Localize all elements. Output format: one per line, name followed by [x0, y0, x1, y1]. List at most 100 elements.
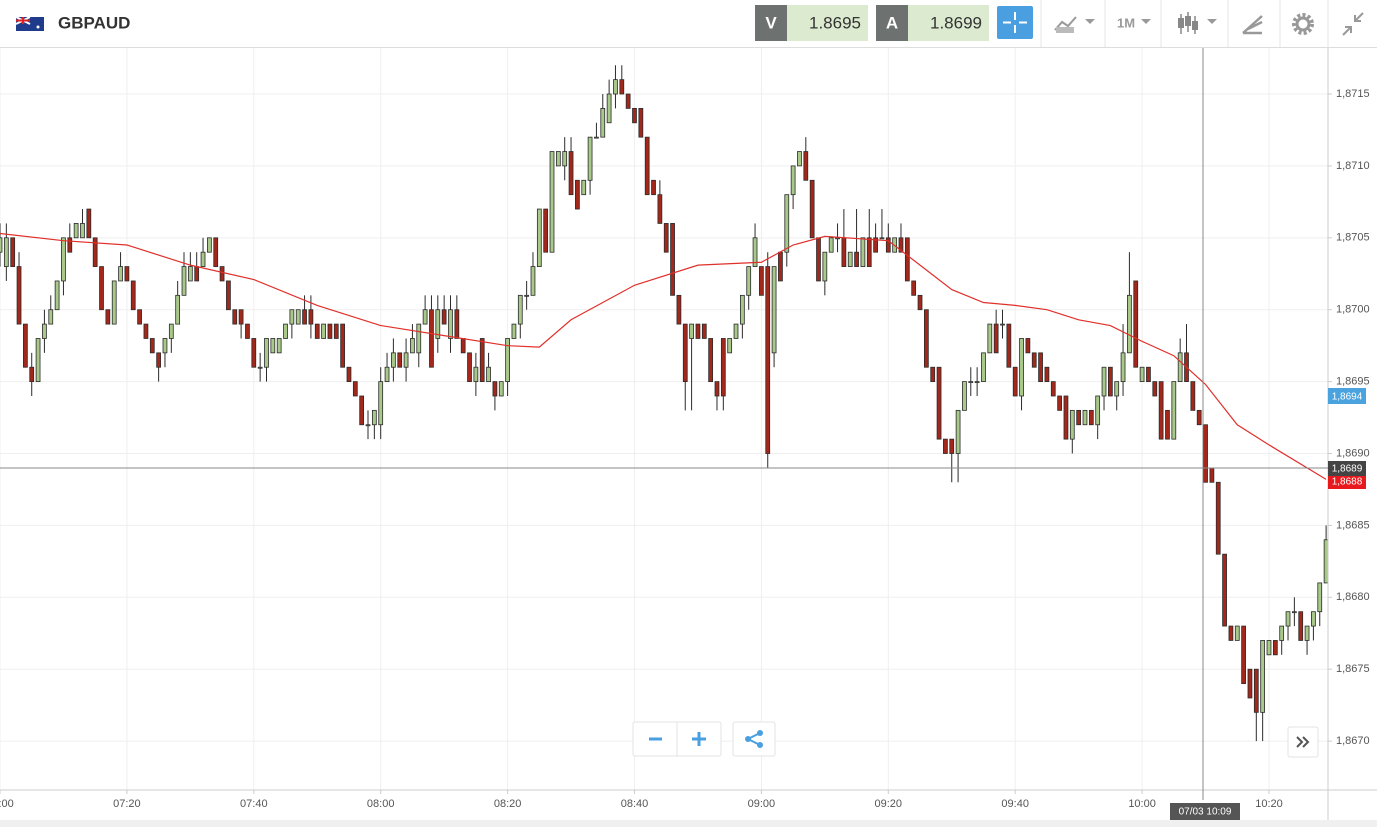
candle-body: [828, 237, 834, 253]
candle-body: [638, 107, 644, 138]
sell-button[interactable]: V 1.8695: [755, 5, 868, 41]
candle-body: [644, 136, 650, 196]
candle-body: [847, 251, 853, 267]
x-tick-label: 08:20: [494, 798, 522, 810]
y-tick-label: 1,8685: [1336, 519, 1370, 531]
share-button[interactable]: [732, 721, 776, 757]
candle-body: [124, 266, 130, 282]
zoom-in-button[interactable]: [692, 732, 706, 746]
candle-body: [708, 338, 714, 383]
candle-icon: [1192, 21, 1198, 30]
candle-body: [651, 179, 656, 196]
candle-body: [162, 338, 168, 354]
candle-body: [1165, 409, 1170, 440]
candle-body: [149, 338, 155, 354]
candle-body: [1120, 352, 1126, 383]
candle-body: [803, 151, 809, 181]
candle-body: [410, 338, 415, 354]
candle-body: [486, 366, 491, 383]
candle-body: [181, 266, 187, 296]
candle-body: [1114, 381, 1120, 397]
candle-body: [187, 266, 193, 282]
candle-body: [1292, 611, 1297, 614]
candle-body: [1082, 409, 1088, 426]
candle-body: [314, 323, 320, 339]
scroll-to-end-button[interactable]: [1287, 726, 1319, 758]
candle-body: [575, 179, 580, 210]
collapse-button[interactable]: [1342, 12, 1364, 36]
dropdown-arrow: [1207, 19, 1217, 24]
candle-body: [1203, 424, 1208, 483]
x-tick-label: 07:20: [113, 798, 141, 810]
candle-body: [321, 323, 326, 339]
candle-body: [955, 409, 961, 454]
candle-body: [682, 323, 688, 383]
candle-body: [720, 338, 726, 397]
candle-body: [460, 338, 466, 354]
flag-cross: [16, 17, 30, 24]
candle-body: [930, 366, 936, 383]
candle-body: [1298, 611, 1304, 641]
candle-body: [105, 309, 111, 325]
candle-body: [35, 338, 41, 383]
timeframe-button[interactable]: 1M: [1117, 15, 1151, 30]
axes: 1,8670 1,8675 1,8680 1,8685 1,8690 1,8695 1,87…: [0, 88, 1370, 810]
candle-body: [1108, 366, 1113, 397]
y-tick-label: 1,8705: [1336, 232, 1370, 244]
sell-label: V: [765, 13, 777, 32]
dropdown-arrow: [1141, 19, 1151, 24]
candle-body: [809, 179, 815, 239]
candle-body: [207, 237, 212, 253]
crosshair-time: 07/03 10:09: [1179, 807, 1232, 818]
flag-icon: [15, 16, 44, 31]
candle-body: [42, 323, 47, 339]
candle-body: [898, 237, 904, 253]
share-icon: [745, 736, 751, 742]
crosshair-button[interactable]: [997, 6, 1033, 39]
flag-star: [36, 25, 40, 29]
draw-button[interactable]: [1242, 15, 1263, 35]
buy-label-box: [876, 5, 908, 41]
chart-type-button[interactable]: [1178, 12, 1217, 34]
candle-body: [441, 309, 447, 325]
candle-icon: [1185, 16, 1191, 26]
candle-body: [797, 151, 802, 167]
candle-body: [536, 208, 542, 267]
indicators-button[interactable]: [1054, 16, 1095, 33]
settings-button[interactable]: [1292, 13, 1314, 35]
candle-body: [968, 381, 974, 384]
candle-body: [238, 309, 244, 325]
candle-body: [1253, 668, 1259, 713]
candle-body: [67, 237, 73, 253]
candle-body: [86, 208, 92, 239]
candle-body: [1272, 640, 1278, 656]
candle-body: [530, 266, 536, 296]
candle-body: [1171, 381, 1177, 440]
candle-body: [594, 136, 599, 139]
candle-body: [1234, 625, 1240, 641]
buy-price: 1.8699: [930, 13, 982, 32]
candle-body: [587, 136, 593, 181]
candle-body: [746, 266, 752, 296]
candle-body: [670, 223, 675, 296]
candle-body: [1012, 366, 1018, 397]
candle-body: [454, 309, 460, 339]
candle-body: [676, 294, 682, 325]
candle-body: [632, 107, 637, 124]
buy-button[interactable]: A 1.8699: [876, 5, 989, 41]
candle-body: [1190, 381, 1196, 411]
candle-body: [733, 323, 739, 339]
candle-body: [219, 266, 225, 282]
candle-body: [143, 323, 149, 339]
x-tick-label: 10:20: [1255, 798, 1283, 810]
buy-price-box: [908, 5, 989, 41]
candle-body: [1323, 539, 1328, 584]
candle-body: [904, 237, 910, 282]
marker-price: 1,8694: [1332, 392, 1363, 403]
candle-body: [993, 323, 999, 354]
crosshair-box: [997, 6, 1033, 39]
candle-body: [936, 366, 942, 440]
candle-body: [340, 323, 345, 368]
